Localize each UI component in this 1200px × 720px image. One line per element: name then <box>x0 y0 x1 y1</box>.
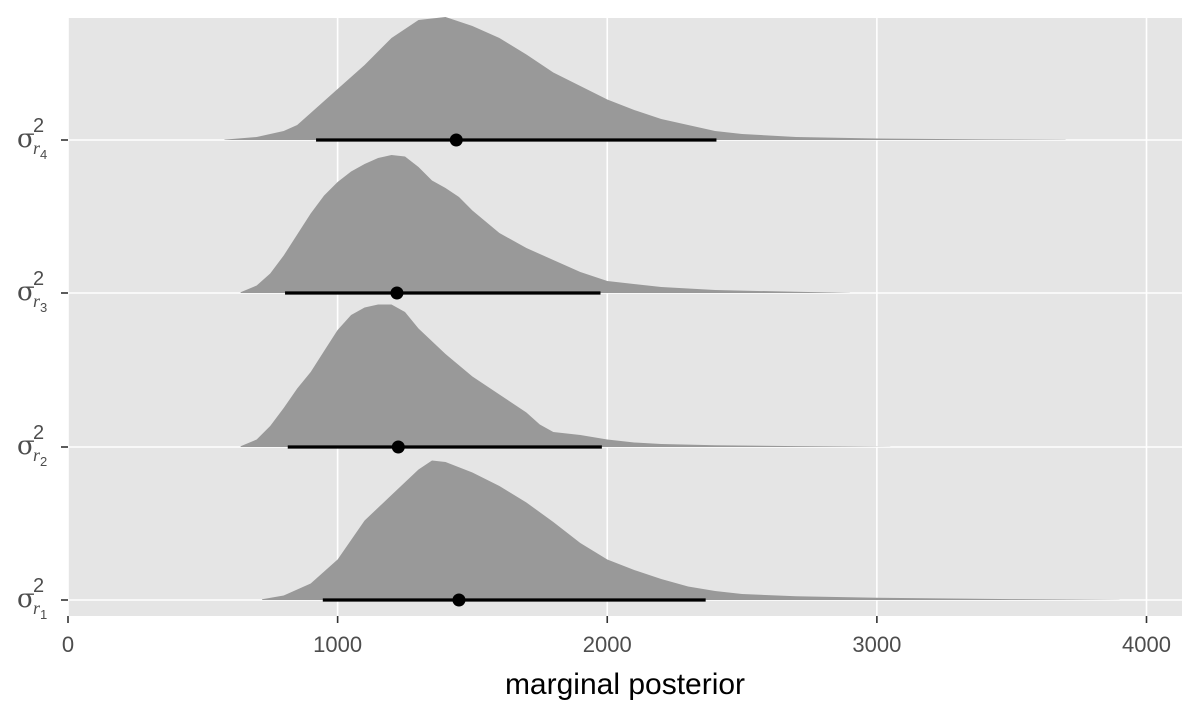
x-axis: 0 1000 2000 3000 4000 <box>62 616 1171 657</box>
y-tick-label-3: σ2r 3 <box>17 268 47 315</box>
x-tick-label: 0 <box>62 632 74 657</box>
ylabel-superscript: 2 <box>33 268 44 290</box>
density-ridge-2 <box>240 304 891 447</box>
x-tick-label: 2000 <box>583 632 632 657</box>
x-tick-label: 4000 <box>1122 632 1171 657</box>
ylabel-subscript: r <box>33 138 41 158</box>
ylabel-symbol: σ <box>17 584 35 614</box>
ylabel-symbol: σ <box>17 277 35 307</box>
y-tick-label-2: σ2r 2 <box>17 422 47 469</box>
density-ridges <box>224 17 1120 607</box>
ylabel-superscript: 2 <box>33 575 44 597</box>
point-estimate-3 <box>390 286 404 300</box>
x-tick-label: 1000 <box>313 632 362 657</box>
y-tick-label-4: σ2r 4 <box>17 115 47 162</box>
x-axis-title: marginal posterior <box>505 668 745 701</box>
ylabel-superscript: 2 <box>33 422 44 444</box>
point-estimate-2 <box>391 440 405 454</box>
ylabel-subscript: r <box>33 291 41 311</box>
ylabel-subsubscript: 2 <box>40 454 47 469</box>
ylabel-subscript: r <box>33 598 41 618</box>
ylabel-superscript: 2 <box>33 115 44 137</box>
point-estimate-1 <box>452 593 466 607</box>
ylabel-subsubscript: 3 <box>40 300 47 315</box>
ylabel-symbol: σ <box>17 431 35 461</box>
ylabel-subsubscript: 1 <box>40 607 47 622</box>
ylabel-subscript: r <box>33 445 41 465</box>
density-ridge-3 <box>240 155 850 293</box>
density-ridge-1 <box>262 460 1120 600</box>
x-tick-label: 3000 <box>852 632 901 657</box>
ylabel-subsubscript: 4 <box>40 147 47 162</box>
ylabel-symbol: σ <box>17 124 35 154</box>
point-estimate-4 <box>449 133 463 147</box>
y-tick-label-1: σ2r 1 <box>17 575 47 622</box>
density-ridge-4 <box>224 17 1066 140</box>
